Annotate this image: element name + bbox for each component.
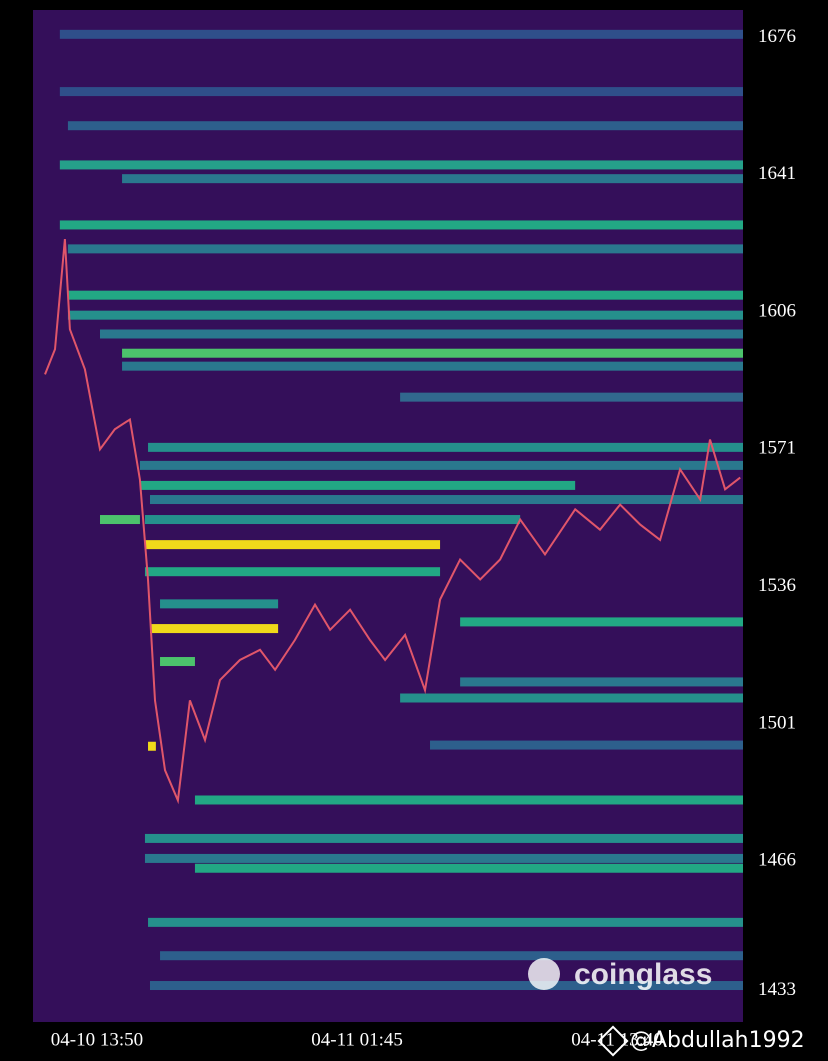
liquidation-band xyxy=(100,329,743,339)
axes: 1676 1641 1606 1571 1536 1501 1466 1433 04-10 13… xyxy=(51,26,796,1051)
y-tick-label: 1606 xyxy=(758,300,796,321)
liquidation-band xyxy=(67,121,743,131)
liquidation-band xyxy=(144,833,743,843)
x-tick-label: 04-10 13:50 xyxy=(51,1029,143,1050)
watermark: @Abdullah1992 xyxy=(597,1025,805,1057)
liquidation-band xyxy=(59,220,743,230)
liquidation-band xyxy=(67,310,743,320)
logo-text: coinglass xyxy=(574,958,712,991)
y-tick-label: 1466 xyxy=(758,850,796,871)
x-tick-label: 04-11 01:45 xyxy=(311,1029,403,1050)
liquidation-band xyxy=(149,624,279,634)
liquidation-band xyxy=(144,853,743,863)
liquidation-band xyxy=(122,348,743,358)
liquidation-band xyxy=(149,495,743,505)
liquidation-band xyxy=(139,460,743,470)
liquidation-band xyxy=(148,741,156,751)
liquidation-band xyxy=(144,515,521,525)
liquidation-band xyxy=(59,29,743,39)
liquidation-band xyxy=(160,599,279,609)
liquidation-band xyxy=(160,951,744,961)
liquidation-band xyxy=(59,160,743,170)
heatmap-bands xyxy=(44,29,744,991)
watermark-icon xyxy=(597,1025,629,1057)
y-tick-label: 1501 xyxy=(758,712,796,733)
y-tick-label: 1536 xyxy=(758,575,796,596)
y-tick-label: 1641 xyxy=(758,163,796,184)
liquidation-band xyxy=(67,290,743,300)
logo-icon xyxy=(528,958,560,990)
y-tick-label: 1571 xyxy=(758,438,796,459)
y-tick-label: 1433 xyxy=(758,979,796,1000)
liquidation-band xyxy=(59,87,743,97)
liquidation-band xyxy=(100,515,140,525)
liquidation-band xyxy=(148,917,743,927)
liquidation-band xyxy=(67,244,743,254)
liquidation-band xyxy=(149,981,743,991)
y-tick-label: 1676 xyxy=(758,26,796,47)
liquidation-band xyxy=(139,480,576,490)
price-line xyxy=(44,239,741,805)
liquidation-band xyxy=(122,361,743,371)
watermark-text: @Abdullah1992 xyxy=(630,1028,805,1053)
liquidation-band xyxy=(160,657,195,667)
liquidation-band xyxy=(144,567,441,577)
liquidation-band xyxy=(460,677,743,687)
liquidation-band xyxy=(144,540,441,550)
liquidation-band xyxy=(194,863,743,873)
liquidation-band xyxy=(194,795,743,805)
liquidation-band xyxy=(400,392,743,402)
liquidation-band xyxy=(148,442,743,452)
liquidation-band xyxy=(430,740,743,750)
liquidation-band xyxy=(122,174,743,184)
liquidation-band xyxy=(400,693,743,703)
liquidation-band xyxy=(460,617,743,627)
logo: coinglass xyxy=(528,958,712,991)
x-tick-label: 04-11 13:40 xyxy=(571,1029,663,1050)
